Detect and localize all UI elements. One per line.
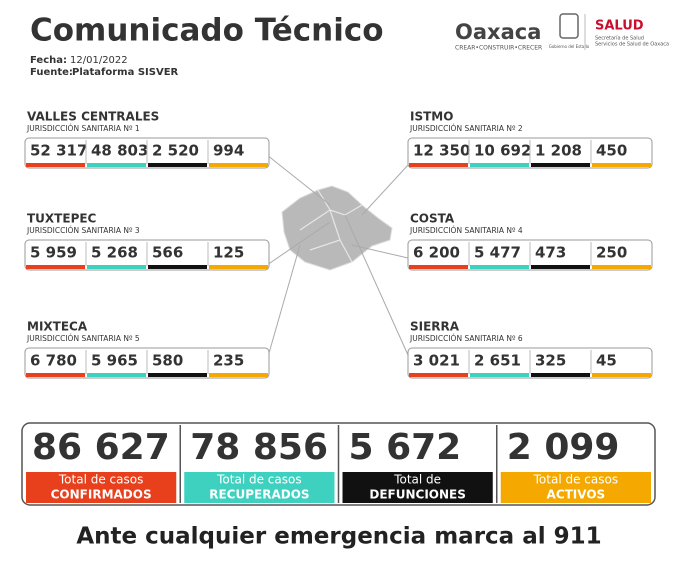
oaxaca-tagline: CREAR•CONSTRUIR•CRECER: [455, 45, 542, 52]
total-label-bottom: RECUPERADOS: [209, 488, 309, 502]
total-label-top: Total de: [393, 473, 441, 487]
cell-underline: [470, 265, 529, 269]
region-value: 45: [596, 352, 617, 370]
cell-underline: [87, 265, 146, 269]
region-value: 48 803: [91, 142, 148, 160]
cell-underline: [409, 265, 468, 269]
cell-underline: [409, 373, 468, 377]
total-value: 86 627: [32, 427, 170, 468]
region-value: 450: [596, 142, 627, 160]
region-value: 3 021: [413, 352, 460, 370]
region-name: SIERRA: [410, 320, 460, 334]
footer: Ante cualquier emergencia marca al 911: [76, 524, 601, 550]
region-name: VALLES CENTRALES: [27, 110, 159, 124]
region-jurisdiction: JURISDICCIÓN SANITARIA Nº 1: [26, 124, 140, 133]
cell-underline: [531, 163, 590, 167]
cell-underline: [531, 265, 590, 269]
region-jurisdiction: JURISDICCIÓN SANITARIA Nº 6: [409, 334, 523, 343]
source-label: Fuente:: [30, 67, 73, 78]
region-value: 580: [152, 352, 183, 370]
region-value: 12 350: [413, 142, 470, 160]
region-value: 125: [213, 244, 244, 262]
region-jurisdiction: JURISDICCIÓN SANITARIA Nº 4: [409, 226, 523, 235]
region-name: ISTMO: [410, 110, 453, 124]
total-label-bottom: ACTIVOS: [547, 488, 606, 502]
salud-sub: Secretaría de Salud: [595, 35, 644, 42]
region-value: 2 520: [152, 142, 199, 160]
cell-underline: [26, 163, 85, 167]
date: 12/01/2022: [70, 55, 128, 66]
region-value: 6 200: [413, 244, 460, 262]
total-value: 2 099: [507, 427, 620, 468]
region-value: 5 268: [91, 244, 138, 262]
total-label-top: Total de casos: [533, 473, 618, 487]
salud-sub: Servicios de Salud de Oaxaca: [595, 42, 669, 48]
region-value: 250: [596, 244, 627, 262]
region-value: 5 965: [91, 352, 138, 370]
cell-underline: [209, 163, 268, 167]
region-name: MIXTECA: [27, 320, 88, 334]
cell-underline: [148, 265, 207, 269]
gobierno-label: Gobierno del Estado: [549, 44, 590, 49]
region-name: COSTA: [410, 212, 455, 226]
total-label-bar: [342, 472, 493, 503]
region-value: 52 317: [30, 142, 87, 160]
cell-underline: [26, 265, 85, 269]
cell-underline: [26, 373, 85, 377]
total-label-top: Total de casos: [58, 473, 143, 487]
cell-underline: [209, 265, 268, 269]
cell-underline: [148, 163, 207, 167]
cell-underline: [209, 373, 268, 377]
connector-lines: [266, 154, 409, 361]
region-value: 994: [213, 142, 244, 160]
total-label-bar: [26, 472, 177, 503]
cell-underline: [531, 373, 590, 377]
region-jurisdiction: JURISDICCIÓN SANITARIA Nº 2: [409, 124, 523, 133]
coat-of-arms: [559, 13, 579, 39]
cell-underline: [470, 373, 529, 377]
cell-underline: [470, 163, 529, 167]
map-borders: [299, 189, 363, 263]
region-value: 5 477: [474, 244, 521, 262]
cell-underline: [592, 163, 651, 167]
region-value: 235: [213, 352, 244, 370]
region-jurisdiction: JURISDICCIÓN SANITARIA Nº 5: [26, 334, 140, 343]
region-value: 5 959: [30, 244, 77, 262]
salud-logo: SALUD: [595, 19, 644, 34]
cell-underline: [592, 265, 651, 269]
cell-underline: [148, 373, 207, 377]
cell-underline: [87, 373, 146, 377]
cell-underline: [409, 163, 468, 167]
total-label-bottom: CONFIRMADOS: [51, 488, 152, 502]
total-value: 78 856: [190, 427, 328, 468]
title: Comunicado Técnico: [30, 13, 384, 49]
region-value: 2 651: [474, 352, 521, 370]
region-value: 473: [535, 244, 566, 262]
region-value: 6 780: [30, 352, 77, 370]
source: Plataforma SISVER: [72, 67, 179, 78]
cell-underline: [592, 373, 651, 377]
region-name: TUXTEPEC: [27, 212, 97, 226]
total-label-bottom: DEFUNCIONES: [369, 488, 466, 502]
state-map: [281, 185, 393, 271]
total-label-bar: [184, 472, 335, 503]
region-value: 566: [152, 244, 183, 262]
total-label-bar: [500, 472, 651, 503]
region-jurisdiction: JURISDICCIÓN SANITARIA Nº 3: [26, 226, 140, 235]
oaxaca-logo: Oaxaca: [455, 20, 541, 44]
total-label-top: Total de casos: [216, 473, 301, 487]
region-value: 325: [535, 352, 566, 370]
total-value: 5 672: [349, 427, 462, 468]
cell-underline: [87, 163, 146, 167]
date-label: Fecha:: [30, 55, 67, 66]
region-value: 10 692: [474, 142, 531, 160]
region-value: 1 208: [535, 142, 582, 160]
